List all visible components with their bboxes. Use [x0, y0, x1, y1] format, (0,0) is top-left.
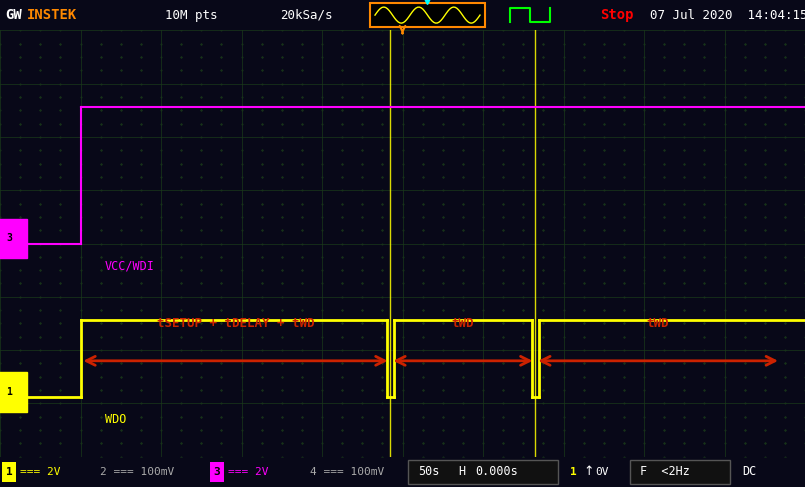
Text: H: H	[458, 466, 465, 478]
Text: DC: DC	[742, 466, 756, 478]
Text: WDO: WDO	[105, 412, 126, 426]
Text: F  <2Hz: F <2Hz	[640, 466, 690, 478]
Text: 4 === 100mV: 4 === 100mV	[310, 467, 384, 477]
Text: 50s: 50s	[418, 466, 440, 478]
Text: tSETUP + tDELAY + tWD: tSETUP + tDELAY + tWD	[157, 317, 314, 330]
Text: 3: 3	[213, 467, 221, 477]
FancyBboxPatch shape	[2, 462, 16, 482]
Text: 10M pts: 10M pts	[165, 9, 217, 21]
Text: 2 === 100mV: 2 === 100mV	[100, 467, 174, 477]
Text: 20kSa/s: 20kSa/s	[280, 9, 332, 21]
Text: 3: 3	[6, 233, 12, 244]
Text: Stop: Stop	[600, 8, 634, 22]
Text: tWD: tWD	[452, 317, 474, 330]
Text: 0V: 0V	[595, 467, 609, 477]
Text: === 2V: === 2V	[228, 467, 269, 477]
FancyBboxPatch shape	[210, 462, 224, 482]
Text: tWD: tWD	[647, 317, 669, 330]
FancyBboxPatch shape	[630, 460, 730, 484]
Text: 0.000s: 0.000s	[475, 466, 518, 478]
Text: 1: 1	[6, 467, 12, 477]
Text: ↑: ↑	[583, 466, 593, 478]
Text: === 2V: === 2V	[20, 467, 60, 477]
FancyBboxPatch shape	[408, 460, 558, 484]
Text: VCC/WDI: VCC/WDI	[105, 259, 155, 272]
FancyBboxPatch shape	[370, 3, 485, 27]
Text: 07 Jul 2020  14:04:15: 07 Jul 2020 14:04:15	[650, 9, 805, 21]
Text: 1: 1	[6, 387, 12, 397]
Text: 1: 1	[570, 467, 576, 477]
Text: INSTEK: INSTEK	[27, 8, 77, 22]
Text: GW: GW	[5, 8, 22, 22]
